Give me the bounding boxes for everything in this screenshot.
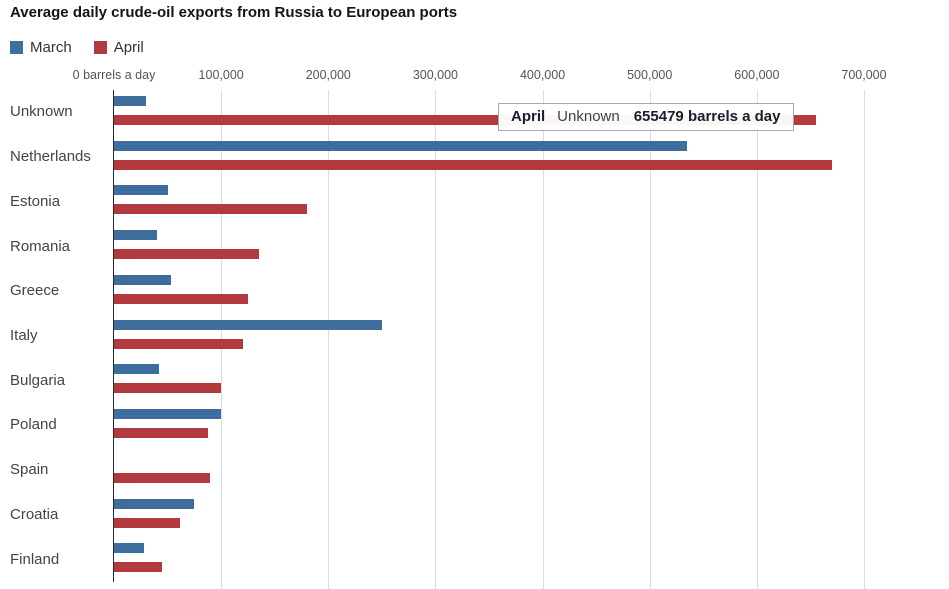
category-label-netherlands: Netherlands: [10, 148, 91, 166]
bar-march-greece[interactable]: [114, 274, 171, 285]
bar-april-spain[interactable]: [114, 472, 211, 483]
bar-april-unknown[interactable]: [114, 115, 817, 125]
gridline: [864, 90, 865, 589]
tooltip-category: Unknown: [557, 108, 620, 125]
x-tick-label: 500,000: [627, 68, 673, 82]
bar-april-bulgaria[interactable]: [114, 383, 222, 394]
gridline: [435, 90, 437, 589]
bar-march-finland[interactable]: [114, 543, 144, 554]
category-label-bulgaria: Bulgaria: [10, 371, 66, 389]
bar-april-italy[interactable]: [114, 338, 243, 349]
bar-march-bulgaria[interactable]: [114, 364, 159, 375]
bar-march-italy[interactable]: [114, 319, 382, 330]
category-label-estonia: Estonia: [10, 192, 61, 210]
x-tick-label: 600,000: [734, 68, 780, 82]
bar-march-croatia[interactable]: [114, 498, 195, 509]
bar-april-estonia[interactable]: [114, 204, 307, 215]
x-tick-label: 700,000: [841, 68, 887, 82]
category-label-unknown: Unknown: [10, 103, 73, 121]
bar-march-estonia[interactable]: [114, 185, 168, 196]
bar-march-romania[interactable]: [114, 230, 157, 241]
plot-area: 0 barrels a day 100,000 200,000 300,000 400,…: [73, 68, 887, 589]
category-label-italy: Italy: [10, 327, 38, 344]
april-swatch-icon: [93, 41, 107, 54]
tooltip: April Unknown 655479 barrels a day: [498, 103, 794, 131]
category-label-poland: Poland: [10, 416, 57, 434]
x-tick-label: 400,000: [519, 68, 566, 82]
bar-april-netherlands[interactable]: [114, 159, 832, 170]
legend-label-april: April: [113, 39, 144, 56]
bar-april-croatia[interactable]: [114, 517, 181, 528]
category-label-croatia: Croatia: [10, 505, 59, 523]
category-label-romania: Romania: [10, 237, 71, 255]
bar-april-greece[interactable]: [114, 293, 248, 304]
category-label-spain: Spain: [10, 461, 49, 479]
gridline: [542, 90, 544, 589]
gridline: [328, 90, 330, 589]
tooltip-series: April: [511, 108, 546, 125]
march-swatch-icon: [10, 41, 23, 54]
x-tick-label: 200,000: [305, 68, 351, 82]
bar-april-finland[interactable]: [114, 562, 163, 573]
category-label-greece: Greece: [10, 282, 60, 300]
gridline: [649, 90, 651, 589]
x-tick-label: 300,000: [412, 68, 459, 82]
x-tick-label: 0 barrels a day: [72, 68, 156, 82]
chart-title: Average daily crude-oil exports from Rus…: [10, 4, 458, 21]
bar-march-unknown[interactable]: [114, 96, 147, 106]
bar-march-poland[interactable]: [114, 409, 222, 420]
category-label-finland: Finland: [10, 550, 60, 568]
bar-april-romania[interactable]: [114, 249, 259, 260]
gridline: [756, 90, 758, 589]
bar-march-netherlands[interactable]: [114, 140, 688, 151]
tooltip-value: 655479 barrels a day: [633, 108, 781, 125]
bar-april-poland[interactable]: [114, 428, 209, 439]
x-tick-label: 100,000: [198, 68, 244, 82]
legend-item-april[interactable]: April: [93, 39, 144, 56]
legend-label-march: March: [30, 39, 72, 56]
legend: March April: [10, 39, 144, 56]
legend-item-march[interactable]: March: [10, 39, 72, 56]
